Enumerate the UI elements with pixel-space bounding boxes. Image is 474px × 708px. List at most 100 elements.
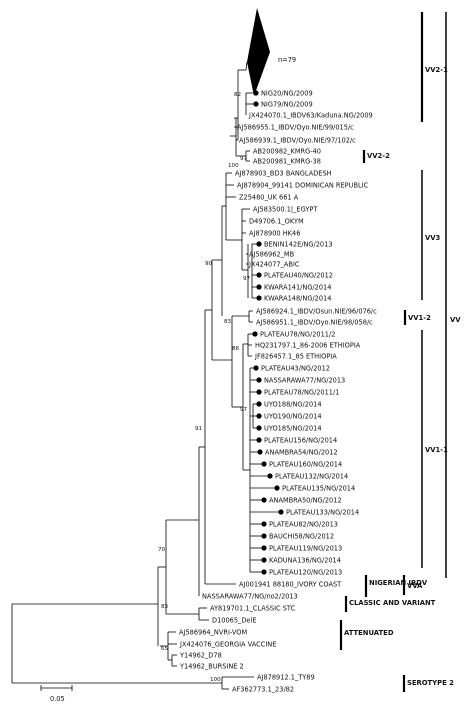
leaf-label: AJ878900 HK46 [249, 229, 300, 237]
leaf-label: NIG79/NG/2009 [261, 100, 313, 108]
sample-marker [267, 473, 273, 479]
leaf-label: JX424077_ABIC [248, 260, 300, 268]
sample-marker [253, 101, 259, 107]
bootstrap-value: 86 [232, 346, 240, 352]
leaf-label: PLATEAU40/NG/2012 [264, 271, 333, 279]
sample-marker [261, 521, 267, 527]
leaf-label: AJ586955.1_IBDV/Oyo.NIE/99/015/c [237, 123, 354, 131]
leaf-label: NASSARAWA77/NG/no2/2013 [202, 592, 298, 600]
sample-marker [256, 401, 262, 407]
leaf-label: AJ878912.1_TY89 [257, 673, 315, 681]
bootstrap-value: 65 [161, 646, 169, 652]
group-label: SEROTYPE 2 [407, 679, 454, 687]
sample-marker [256, 272, 262, 278]
leaf-label: AJ586924.1_IBDV/Osun.NIE/96/076/c [256, 307, 377, 315]
leaf-label: Y14962_BURSINE 2 [179, 662, 244, 670]
bootstrap-value: 97 [240, 156, 248, 162]
bootstrap-value: 90 [205, 261, 213, 267]
leaf-label: PLATEAU119/NG/2013 [269, 544, 342, 552]
leaf-label: KWARA148/NG/2014 [264, 294, 331, 302]
leaf-label: PLATEAU160/NG/2014 [269, 460, 342, 468]
sample-marker [252, 331, 258, 337]
sample-marker [256, 241, 262, 247]
bootstrap-value: 97 [240, 407, 248, 413]
bootstrap-value: 83 [224, 319, 232, 325]
leaf-label: NIG20/NG/2009 [261, 89, 313, 97]
sample-marker [256, 295, 262, 301]
leaf-label: KWARA141/NG/2014 [264, 283, 331, 291]
sample-marker [261, 545, 267, 551]
leaf-label: D10065_DelE [212, 616, 256, 624]
bootstrap-value: 70 [158, 547, 166, 553]
bootstrap-value: 82 [234, 92, 241, 98]
leaf-label: AB200982_KMRG-40 [253, 147, 321, 155]
tree-branches [11, 69, 279, 690]
leaf-label: HQ231797.1_86-2006 ETHIOPIA [255, 341, 361, 349]
sample-marker [253, 90, 259, 96]
leaf-label: BENIN142E/NG/2013 [264, 240, 333, 248]
leaf-label: AJ586962_MB [249, 250, 295, 258]
group-label: VV2-1 [425, 66, 448, 74]
group-label: VV2-2 [367, 152, 390, 160]
leaf-label: PLATEAU78/NG/2011/2 [260, 330, 335, 338]
scale-bar: 0.05 [40, 685, 73, 703]
leaf-label: PLATEAU133/NG/2014 [286, 508, 359, 516]
leaf-label: PLATEAU43/NG/2012 [261, 364, 330, 372]
leaf-label: PLATEAU135/NG/2014 [282, 484, 355, 492]
group-brackets: VV2-1 VV2-2 VV3 VV1-2 VV1-1 VVA VV NIGERIAN IBD… [339, 12, 461, 692]
sample-marker [256, 425, 262, 431]
sample-marker [278, 509, 284, 515]
leaf-label: ANAMBRA54/NG/2012 [265, 448, 338, 456]
group-label: VV1-2 [408, 314, 431, 322]
leaf-label: AJ878903_BD3 BANGLADESH [235, 169, 332, 177]
leaf-labels: NIG20/NG/2009 NIG79/NG/2009 JX424070.1_IBD… [179, 89, 377, 693]
collapsed-clade: n=79 [245, 8, 296, 96]
sample-marker [261, 569, 267, 575]
sample-marker [256, 284, 262, 290]
leaf-label: UYO185/NG/2014 [264, 424, 322, 432]
leaf-label: KADUNA136/NG/2014 [269, 556, 341, 564]
sample-marker [261, 557, 267, 563]
leaf-label: JF826457.1_85 ETHIOPIA [254, 352, 337, 360]
leaf-label: AJ586951.1_IBDV/Oyo.NIE/98/058/c [256, 318, 373, 326]
leaf-label: AF362773.1_23/82 [232, 685, 294, 693]
leaf-label: PLATEAU82/NG/2013 [269, 520, 338, 528]
leaf-label: AJ586964_NVRI-VOM [179, 628, 247, 636]
leaf-label: UYO190/NG/2014 [264, 412, 322, 420]
sample-marker [256, 389, 262, 395]
group-label: VVA [407, 582, 423, 590]
group-label: NIGERIAN IBDV [369, 579, 428, 587]
leaf-label: AJ001941 88180_IVORY COAST [239, 580, 342, 588]
leaf-label: PLATEAU120/NG/2013 [269, 568, 342, 576]
leaf-label: BAUCHI58/NG/2012 [269, 532, 334, 540]
group-label: CLASSIC AND VARIANT [349, 599, 436, 607]
leaf-label: AJ878904_99141 DOMINICAN REPUBLIC [237, 181, 369, 189]
sample-marker [253, 365, 259, 371]
sample-marker [261, 461, 267, 467]
leaf-label: UYO188/NG/2014 [264, 400, 322, 408]
leaf-label: Z25480_UK 661 A [239, 193, 299, 201]
sample-marker [256, 413, 262, 419]
sample-marker [261, 533, 267, 539]
sample-marker [261, 497, 267, 503]
leaf-label: AY819701.1_CLASSIC STC [210, 604, 296, 612]
group-label: VV [450, 316, 461, 324]
collapsed-clade-triangle [247, 8, 270, 96]
group-label: VV1-1 [425, 446, 448, 454]
collapsed-clade-label: n=79 [278, 56, 296, 64]
leaf-label: NASSARAWA77/NG/2013 [264, 376, 345, 384]
sample-marker [274, 485, 280, 491]
group-label: ATTENUATED [344, 629, 394, 637]
collapsed-clade-stem [245, 61, 248, 71]
leaf-label: AJ586939.1_IBDV/Oyo.NIE/97/102/c [239, 136, 356, 144]
leaf-label: PLATEAU78/NG/2011/1 [264, 388, 339, 396]
bootstrap-value: 100 [210, 677, 221, 683]
leaf-label: D49706.1_OKYM [249, 217, 304, 225]
scale-bar-label: 0.05 [50, 695, 65, 703]
leaf-label: JX424070.1_IBDV63/Kaduna.NG/2009 [248, 111, 373, 119]
sample-marker [257, 449, 263, 455]
leaf-label: PLATEAU156/NG/2014 [264, 436, 337, 444]
leaf-label: AJ583500.1|_EGYPT [253, 205, 318, 213]
